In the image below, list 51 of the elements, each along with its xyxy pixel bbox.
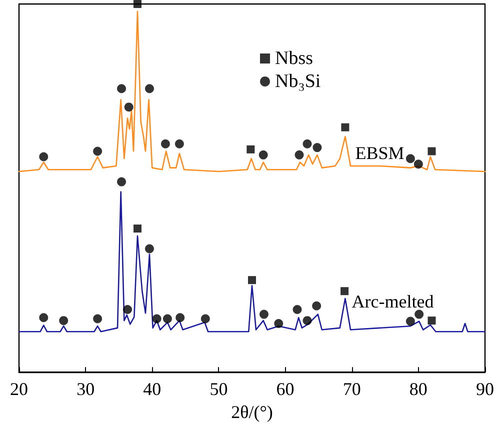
point xyxy=(341,123,350,132)
point xyxy=(93,146,102,156)
point xyxy=(302,139,312,148)
point xyxy=(200,314,210,324)
x-tick-label: 60 xyxy=(276,379,294,400)
point xyxy=(39,313,48,322)
point xyxy=(93,314,102,324)
x-tick-label: 20 xyxy=(10,379,28,400)
point xyxy=(414,160,423,169)
point xyxy=(117,84,126,94)
point xyxy=(123,305,132,314)
point xyxy=(406,316,415,326)
point xyxy=(162,314,172,324)
x-tick-label: 40 xyxy=(143,379,162,400)
point xyxy=(39,152,48,162)
point xyxy=(133,0,142,8)
point xyxy=(294,150,304,160)
x-tick-label: 50 xyxy=(210,379,228,400)
point xyxy=(428,316,436,325)
point xyxy=(312,143,322,152)
point xyxy=(160,139,170,148)
x-tick-label: 90 xyxy=(476,379,494,400)
point xyxy=(117,177,126,186)
x-tick-label: 30 xyxy=(76,379,95,400)
point xyxy=(312,301,322,310)
point xyxy=(406,154,415,164)
legend-label: Nb₃Si xyxy=(275,71,321,92)
point xyxy=(340,287,349,296)
point xyxy=(144,84,154,94)
x-tick-label: 70 xyxy=(342,379,361,400)
point xyxy=(144,244,154,254)
point xyxy=(259,310,268,319)
point xyxy=(152,314,162,324)
point xyxy=(59,316,68,326)
point xyxy=(428,147,436,156)
point xyxy=(414,310,424,319)
x-axis-title: 2θ/(°) xyxy=(231,402,273,422)
point xyxy=(174,139,184,148)
point xyxy=(292,305,302,314)
legend-label: Nbss xyxy=(275,48,314,69)
point xyxy=(302,316,312,326)
point xyxy=(176,313,185,322)
point xyxy=(246,145,255,154)
x-tick-label: 80 xyxy=(409,379,428,400)
point xyxy=(248,276,256,284)
point xyxy=(258,150,268,160)
series-label: EBSM xyxy=(355,142,404,163)
point xyxy=(124,102,134,112)
point xyxy=(274,319,284,328)
point xyxy=(133,224,142,233)
series-label: Arc-melted xyxy=(352,291,434,312)
